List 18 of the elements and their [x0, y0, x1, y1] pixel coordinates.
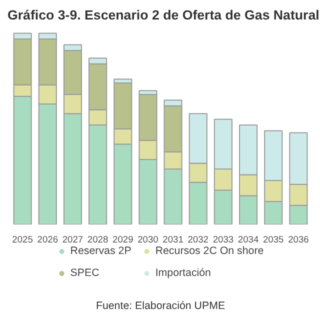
- chart-title: Gráfico 3-9. Escenario 2 de Oferta de Gas Natural: [8, 8, 320, 22]
- x-tick-label: 2031: [162, 234, 184, 244]
- legend-label: SPEC: [70, 267, 100, 279]
- x-tick-label: 2033: [212, 234, 234, 244]
- x-tick-label: 2035: [262, 234, 284, 244]
- x-tick-label: 2030: [138, 234, 158, 244]
- legend-label: Reservas 2P: [70, 245, 132, 257]
- legend-label: Importación: [155, 267, 211, 279]
- x-tick-label: 2025: [12, 234, 33, 244]
- x-tick-label: 2032: [188, 234, 209, 244]
- source-note: Fuente: Elaboración UPME: [96, 300, 226, 312]
- x-tick-label: 2034: [238, 234, 259, 244]
- x-tick-label: 2027: [62, 234, 84, 244]
- x-tick-label: 2028: [87, 234, 108, 244]
- x-tick-label: 2036: [288, 234, 309, 244]
- legend-label: Recursos 2C On shore: [155, 245, 264, 257]
- x-tick-label: 2029: [112, 234, 134, 244]
- x-tick-label: 2026: [37, 234, 58, 244]
